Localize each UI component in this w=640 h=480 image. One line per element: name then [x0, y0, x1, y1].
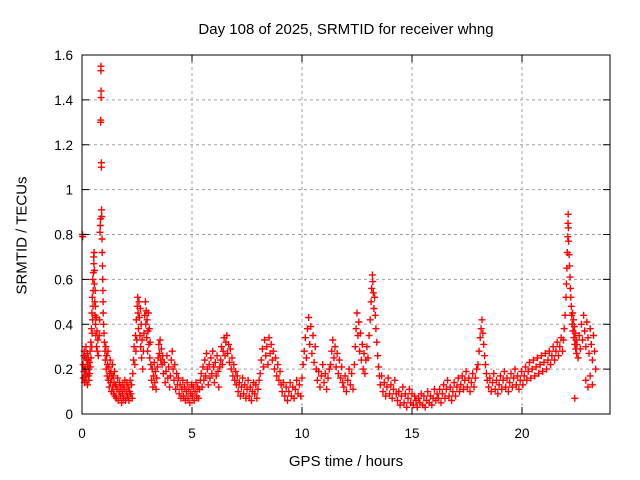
chart-title: Day 108 of 2025, SRMTID for receiver whn…: [198, 21, 494, 38]
x-tick-labels: 0 5 10 15 20: [78, 426, 529, 441]
svg-text:0.4: 0.4: [54, 317, 73, 332]
svg-text:20: 20: [514, 426, 529, 441]
svg-text:0.6: 0.6: [54, 272, 73, 287]
svg-text:10: 10: [294, 426, 309, 441]
svg-text:0: 0: [78, 426, 86, 441]
y-tick-labels: 0 0.2 0.4 0.6 0.8 1 1.2 1.4 1.6: [54, 48, 73, 422]
svg-text:1: 1: [65, 183, 73, 198]
svg-text:1.6: 1.6: [54, 48, 73, 63]
plot-border: [81, 54, 611, 415]
svg-text:1.2: 1.2: [54, 138, 73, 153]
svg-text:0.2: 0.2: [54, 362, 73, 377]
svg-text:15: 15: [404, 426, 419, 441]
svg-text:1.4: 1.4: [54, 93, 73, 108]
x-axis-label: GPS time / hours: [288, 453, 404, 470]
svg-text:5: 5: [188, 426, 196, 441]
svg-text:0.8: 0.8: [54, 228, 73, 243]
scatter-points: [78, 62, 600, 411]
svg-text:0: 0: [65, 407, 73, 422]
